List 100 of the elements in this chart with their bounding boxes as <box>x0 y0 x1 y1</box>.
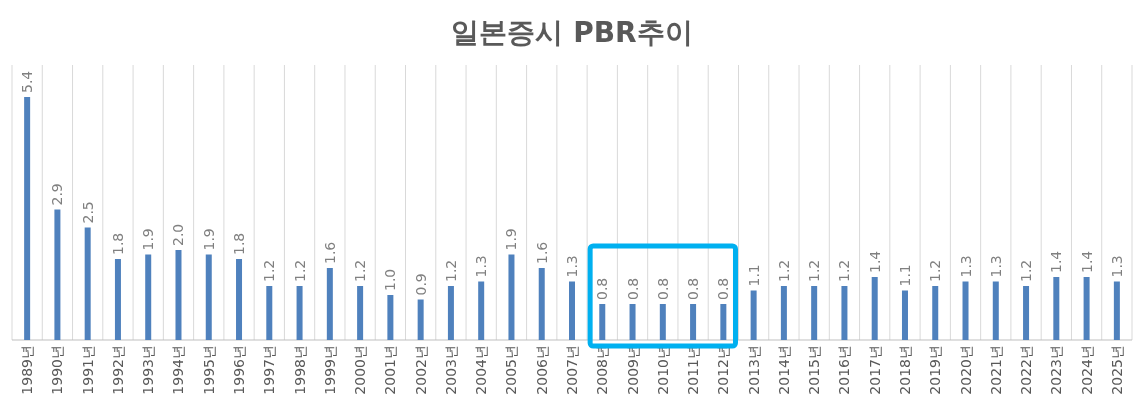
data-label: 1.3 <box>957 255 974 278</box>
bar <box>841 286 848 340</box>
x-tick-label: 2019년 <box>927 345 944 395</box>
bar <box>387 295 394 340</box>
data-label: 1.2 <box>291 259 308 282</box>
bar <box>417 299 424 340</box>
bar <box>175 250 182 340</box>
bar <box>326 268 333 340</box>
data-label: 1.3 <box>564 255 580 278</box>
x-tick-label: 2022년 <box>1018 345 1035 395</box>
bar <box>1113 281 1120 340</box>
data-label: 1.2 <box>836 259 853 282</box>
x-tick-label: 1998년 <box>291 345 308 395</box>
x-tick-label: 2023년 <box>1048 345 1065 395</box>
x-tick-label: 2024년 <box>1078 345 1095 395</box>
data-label: 1.8 <box>231 232 248 255</box>
bar <box>962 281 969 340</box>
data-label: 2.9 <box>49 183 66 206</box>
bar <box>1053 277 1060 340</box>
data-label: 0.8 <box>594 277 611 300</box>
bar <box>478 281 485 340</box>
data-label: 0.8 <box>715 277 732 300</box>
data-label: 1.8 <box>109 232 126 255</box>
bar <box>992 281 999 340</box>
bar <box>114 259 121 340</box>
data-label: 1.2 <box>1018 259 1035 282</box>
x-tick-label: 1993년 <box>140 345 157 395</box>
x-tick-label: 2020년 <box>957 345 974 395</box>
x-tick-label: 1995년 <box>200 345 217 395</box>
x-tick-label: 1989년 <box>19 345 36 395</box>
data-label: 1.2 <box>927 259 944 282</box>
x-tick-label: 2004년 <box>473 345 490 395</box>
x-tick-label: 2025년 <box>1108 345 1125 395</box>
bar <box>1083 277 1090 340</box>
chart-title: 일본증시 PBR추이 <box>451 16 693 49</box>
x-tick-label: 1992년 <box>109 345 126 395</box>
data-label: 1.4 <box>1048 250 1065 273</box>
data-label: 1.3 <box>473 255 490 278</box>
x-tick-label: 1997년 <box>261 345 278 395</box>
data-label: 0.8 <box>624 277 641 300</box>
data-label: 1.6 <box>321 241 338 264</box>
bar <box>357 286 364 340</box>
bar <box>508 254 515 340</box>
data-label: 1.2 <box>775 259 792 282</box>
x-tick-label: 1990년 <box>49 345 66 395</box>
x-tick-label: 2016년 <box>836 345 853 395</box>
bar <box>236 259 243 340</box>
data-label: 1.9 <box>503 228 520 251</box>
bar <box>932 286 939 340</box>
data-label: 1.3 <box>1108 255 1125 278</box>
x-tick-label: 2005년 <box>503 345 520 395</box>
data-label: 1.6 <box>533 241 550 264</box>
x-tick-label: 1991년 <box>79 345 96 395</box>
bar <box>447 286 454 340</box>
data-label: 0.8 <box>654 277 671 300</box>
bar <box>750 290 757 340</box>
data-label: 1.2 <box>261 259 278 282</box>
data-label: 2.0 <box>170 223 187 246</box>
bar <box>266 286 273 340</box>
data-label: 1.2 <box>352 259 369 282</box>
x-tick-label: 2021년 <box>987 345 1004 395</box>
x-tick-label: 2000년 <box>352 345 369 395</box>
x-tick-label: 2007년 <box>564 345 580 395</box>
data-label: 1.2 <box>442 259 459 282</box>
data-label: 1.0 <box>382 268 399 291</box>
data-label: 5.4 <box>19 70 36 93</box>
x-tick-label: 2018년 <box>896 345 913 395</box>
bar <box>569 281 575 340</box>
data-label: 1.1 <box>896 264 913 287</box>
x-tick-label: 1999년 <box>321 345 338 395</box>
x-tick-label: 2006년 <box>533 345 550 395</box>
bar <box>205 254 212 340</box>
bar <box>780 286 787 340</box>
bar <box>811 286 818 340</box>
bar <box>629 304 636 340</box>
data-label: 1.9 <box>200 228 217 251</box>
data-label: 1.3 <box>987 255 1004 278</box>
data-label: 1.9 <box>140 228 157 251</box>
x-tick-label: 2002년 <box>412 345 429 395</box>
bar <box>296 286 303 340</box>
x-tick-label: 2001년 <box>382 345 399 395</box>
data-label: 1.4 <box>1078 250 1095 273</box>
x-tick-label: 2015년 <box>806 345 823 395</box>
bar <box>720 304 727 340</box>
bar <box>24 97 31 340</box>
x-tick-label: 2003년 <box>442 345 459 395</box>
bar <box>84 227 91 340</box>
x-tick-label: 1996년 <box>231 345 248 395</box>
bar <box>145 254 152 340</box>
data-label: 1.2 <box>806 259 823 282</box>
bar <box>690 304 697 340</box>
x-tick-label: 2013년 <box>745 345 762 395</box>
x-tick-label: 2014년 <box>775 345 792 395</box>
bar <box>659 304 666 340</box>
bar <box>538 268 545 340</box>
x-tick-label: 1994년 <box>170 345 187 395</box>
data-label: 0.9 <box>412 273 429 296</box>
bar <box>1023 286 1030 340</box>
data-label: 1.1 <box>745 264 762 287</box>
data-label: 1.4 <box>866 250 883 273</box>
